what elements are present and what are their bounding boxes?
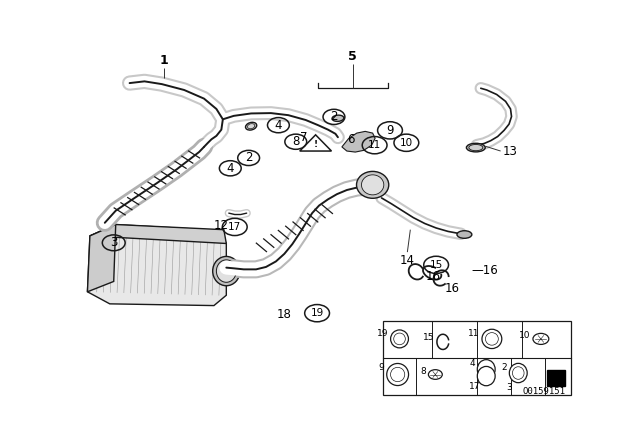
Text: O0159151: O0159151 [522, 387, 565, 396]
Ellipse shape [394, 333, 405, 345]
Text: 4: 4 [275, 119, 282, 132]
Ellipse shape [387, 363, 408, 386]
Text: 17: 17 [468, 382, 480, 391]
Polygon shape [342, 131, 375, 152]
Text: 17: 17 [228, 222, 241, 232]
Text: 13: 13 [502, 145, 518, 158]
Ellipse shape [467, 143, 485, 152]
Ellipse shape [469, 145, 483, 151]
Text: 3: 3 [507, 383, 512, 392]
Text: 14: 14 [400, 254, 415, 267]
Ellipse shape [509, 363, 527, 383]
Ellipse shape [477, 366, 495, 386]
Polygon shape [90, 224, 227, 244]
Polygon shape [300, 135, 332, 151]
Ellipse shape [246, 122, 257, 130]
Ellipse shape [362, 175, 384, 195]
Ellipse shape [356, 172, 388, 198]
Ellipse shape [248, 124, 255, 129]
Polygon shape [88, 224, 227, 306]
Ellipse shape [485, 332, 499, 345]
Text: 11: 11 [468, 329, 479, 338]
Text: —16: —16 [472, 264, 499, 277]
Ellipse shape [212, 256, 240, 286]
Circle shape [428, 370, 442, 379]
Text: 6: 6 [347, 133, 355, 146]
Ellipse shape [513, 367, 524, 379]
Text: 10: 10 [400, 138, 413, 148]
Text: 16: 16 [445, 282, 460, 295]
Text: 11: 11 [368, 140, 381, 150]
Text: 1: 1 [160, 54, 169, 67]
Bar [383, 321, 571, 395]
Text: 15: 15 [429, 260, 443, 270]
Text: !: ! [314, 140, 317, 149]
Text: 5: 5 [348, 51, 357, 64]
Polygon shape [88, 224, 116, 292]
Text: 2: 2 [501, 363, 507, 372]
Text: 8: 8 [292, 135, 300, 148]
Text: 9: 9 [378, 363, 384, 372]
Ellipse shape [390, 330, 408, 348]
Text: 15: 15 [423, 333, 435, 342]
Ellipse shape [216, 260, 236, 282]
Text: 4: 4 [469, 359, 475, 368]
Text: 9: 9 [387, 124, 394, 137]
Text: 16: 16 [426, 270, 441, 283]
Text: 19: 19 [310, 308, 324, 318]
Text: 2: 2 [245, 151, 252, 164]
Text: 3: 3 [110, 236, 117, 249]
Ellipse shape [457, 231, 472, 238]
Ellipse shape [390, 367, 404, 382]
Text: 12: 12 [213, 219, 228, 232]
Text: 2: 2 [330, 110, 338, 123]
Text: 8: 8 [420, 367, 426, 376]
Text: 19: 19 [376, 329, 388, 338]
Text: 4: 4 [227, 162, 234, 175]
Text: 18: 18 [277, 308, 292, 321]
Ellipse shape [332, 115, 344, 121]
Circle shape [533, 333, 549, 345]
Text: 10: 10 [519, 331, 531, 340]
Ellipse shape [482, 329, 502, 349]
Bar [547, 370, 565, 386]
Ellipse shape [477, 360, 495, 379]
Text: 7: 7 [300, 131, 307, 144]
